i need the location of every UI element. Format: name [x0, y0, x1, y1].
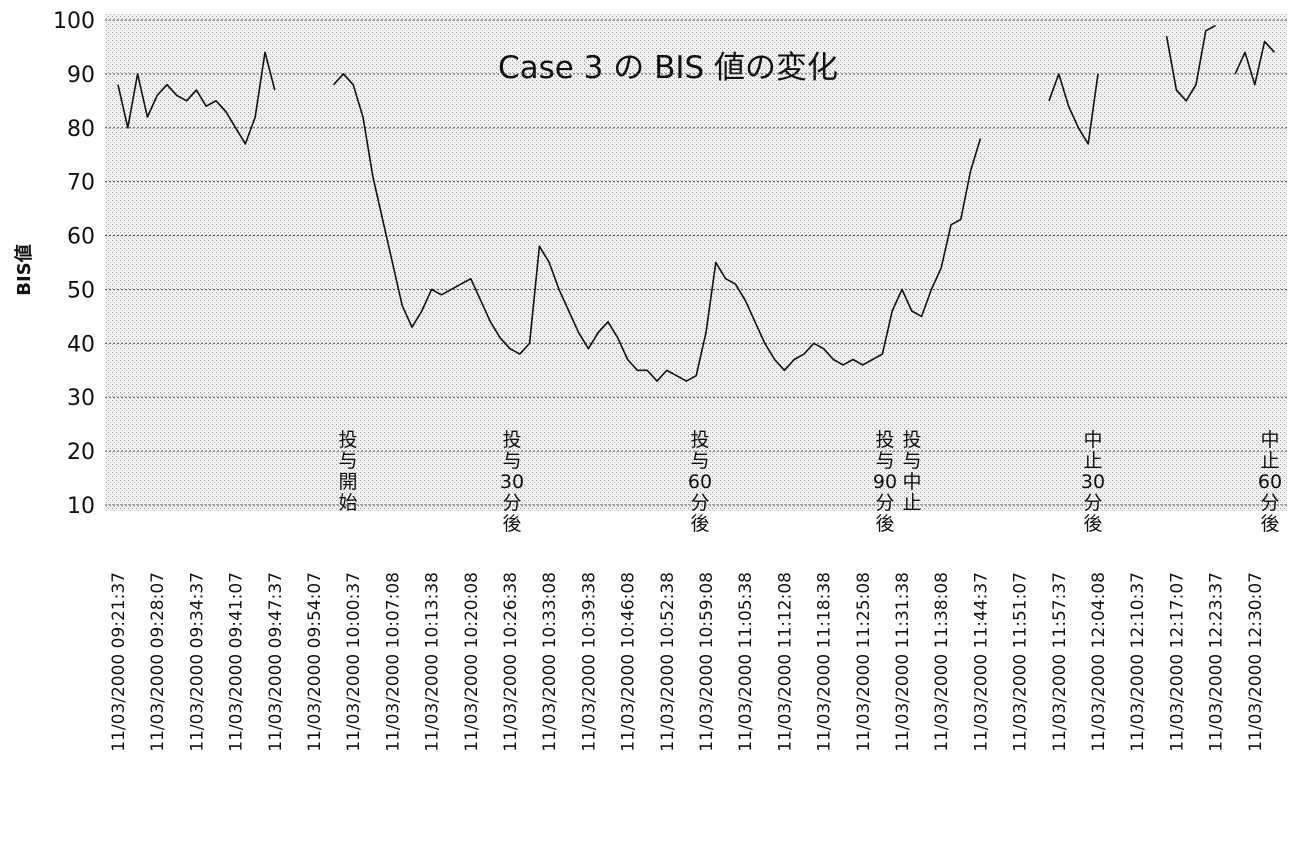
- x-tick-label: 11/03/2000 11:38:08: [932, 572, 952, 752]
- x-tick-label: 11/03/2000 12:10:37: [1128, 572, 1148, 752]
- x-tick-label: 11/03/2000 09:34:37: [187, 572, 207, 752]
- y-tick-label: 60: [67, 225, 95, 250]
- x-tick-label: 11/03/2000 11:44:37: [971, 572, 991, 752]
- x-tick-label: 11/03/2000 09:47:37: [266, 572, 286, 752]
- annotation: 投与 30 分後: [500, 429, 524, 535]
- y-tick-label: 80: [67, 117, 95, 142]
- x-tick-label: 11/03/2000 12:17:07: [1167, 572, 1187, 752]
- x-tick-label: 11/03/2000 10:20:08: [462, 572, 482, 752]
- plot-area: [105, 14, 1287, 511]
- x-tick-label: 11/03/2000 10:07:08: [383, 572, 403, 752]
- y-axis-label: BIS値: [13, 244, 35, 295]
- x-tick-label: 11/03/2000 11:25:08: [854, 572, 874, 752]
- line-series: [117, 24, 1275, 382]
- annotation: 投与 90 分後: [873, 429, 897, 535]
- x-tick-label: 11/03/2000 11:51:07: [1011, 572, 1031, 752]
- x-tick-label: 11/03/2000 10:59:08: [697, 572, 717, 752]
- x-tick-label: 11/03/2000 12:04:08: [1089, 572, 1109, 752]
- annotation: 投与開始: [338, 429, 357, 514]
- annotation: 投与 60 分後: [688, 429, 712, 535]
- chart-title: Case 3 の BIS 値の変化: [498, 50, 838, 86]
- x-tick-label: 11/03/2000 09:54:07: [305, 572, 325, 752]
- x-tick-label: 11/03/2000 10:33:08: [540, 572, 560, 752]
- x-tick-label: 11/03/2000 11:31:38: [893, 572, 913, 752]
- x-tick-label: 11/03/2000 10:52:38: [658, 572, 678, 752]
- y-tick-label: 90: [67, 63, 95, 88]
- annotation: 中止 30 分後: [1081, 429, 1105, 535]
- x-tick-label: 11/03/2000 11:05:38: [736, 572, 756, 752]
- x-tick-label: 11/03/2000 10:00:37: [344, 572, 364, 752]
- y-tick-label: 70: [67, 171, 95, 196]
- x-tick-label: 11/03/2000 11:18:38: [815, 572, 835, 752]
- y-tick-label: 10: [67, 494, 95, 519]
- x-tick-label: 11/03/2000 11:57:37: [1050, 572, 1070, 752]
- y-tick-label: 100: [53, 9, 95, 34]
- y-tick-label: 50: [67, 278, 95, 303]
- x-tick-label: 11/03/2000 12:23:37: [1207, 572, 1227, 752]
- x-tick-label: 11/03/2000 11:12:08: [775, 572, 795, 752]
- y-tick-label: 40: [67, 332, 95, 357]
- x-tick-label: 11/03/2000 12:30:07: [1246, 572, 1266, 752]
- x-tick-label: 11/03/2000 10:13:38: [423, 572, 443, 752]
- annotation: 中止 60 分後: [1258, 429, 1282, 535]
- x-tick-label: 11/03/2000 09:21:37: [109, 572, 129, 752]
- x-tick-label: 11/03/2000 10:46:08: [619, 572, 639, 752]
- y-tick-label: 30: [67, 386, 95, 411]
- x-tick-label: 11/03/2000 09:41:07: [227, 572, 247, 752]
- x-tick-label: 11/03/2000 09:28:07: [148, 572, 168, 752]
- x-tick-label: 11/03/2000 10:39:38: [579, 572, 599, 752]
- annotation: 投与中止: [902, 429, 921, 514]
- y-tick-label: 20: [67, 440, 95, 465]
- x-tick-label: 11/03/2000 10:26:38: [501, 572, 521, 752]
